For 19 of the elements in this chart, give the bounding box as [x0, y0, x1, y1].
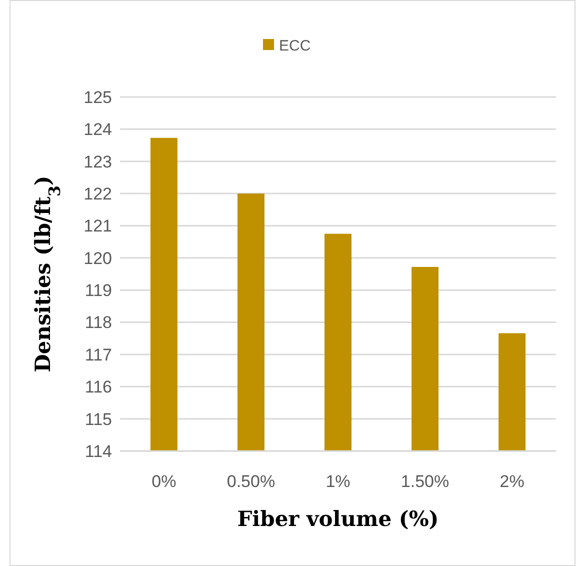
- y-tick-label: 114: [84, 442, 112, 461]
- legend-label: ECC: [279, 37, 311, 54]
- y-tick-label: 122: [84, 184, 112, 204]
- x-tick-label: 2%: [500, 472, 524, 491]
- x-tick-label: 0.50%: [226, 472, 276, 491]
- x-tick-label: 0%: [152, 472, 176, 491]
- y-tick-label: 125: [84, 88, 112, 107]
- y-tick-label: 124: [84, 120, 112, 140]
- y-tick-label: 115: [84, 410, 112, 429]
- x-tick-label: 1.50%: [400, 472, 450, 491]
- x-axis-title: Fiber volume (%): [237, 506, 439, 531]
- y-tick-label: 119: [84, 281, 112, 300]
- y-tick-label: 117: [84, 345, 112, 364]
- y-tick-label: 121: [84, 216, 112, 236]
- y-tick-label: 118: [84, 313, 112, 332]
- y-tick-label: 116: [84, 378, 112, 397]
- y-tick-label: 120: [84, 248, 112, 268]
- x-tick-label: 1%: [326, 472, 350, 491]
- y-tick-label: 123: [84, 152, 112, 172]
